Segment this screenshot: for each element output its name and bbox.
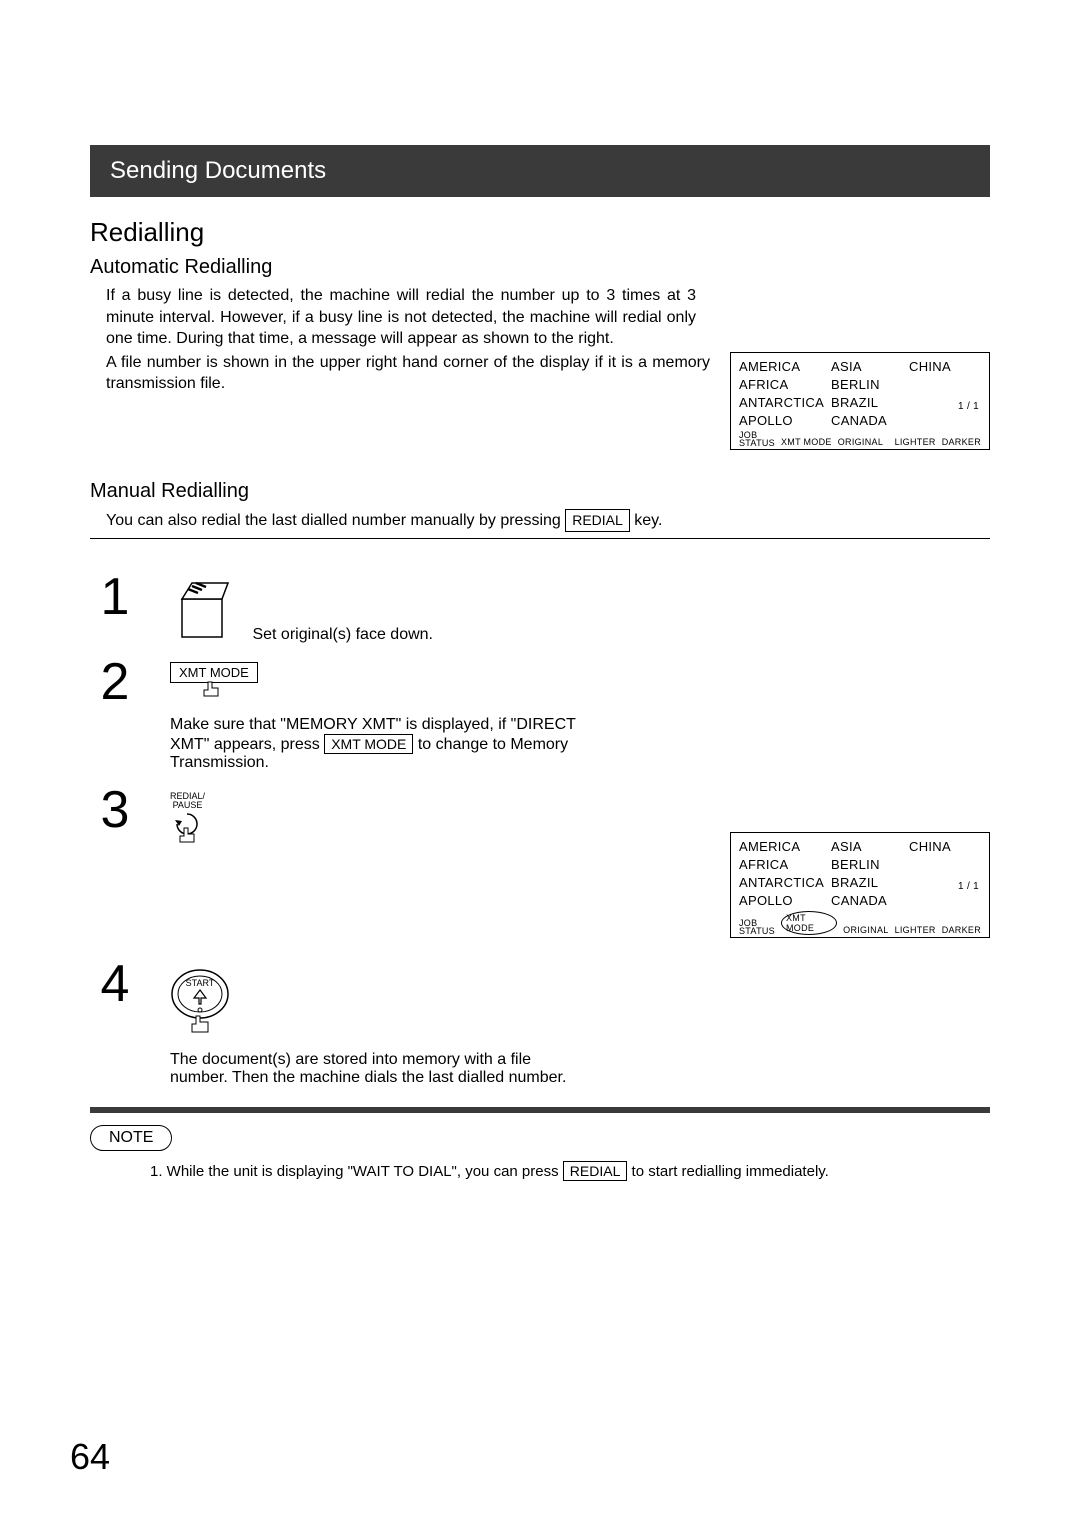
redial-pause-button-icon: REDIAL/ PAUSE: [170, 792, 205, 849]
document-face-down-icon: [170, 579, 232, 644]
header-bar: Sending Documents: [90, 145, 990, 197]
step-number: 1: [90, 571, 140, 623]
note-text: 1. While the unit is displaying "WAIT TO…: [150, 1161, 990, 1181]
auto-para2: A file number is shown in the upper righ…: [106, 352, 710, 395]
header-title: Sending Documents: [110, 157, 326, 184]
divider: [90, 538, 990, 539]
xmt-mode-circled: XMT MODE: [781, 911, 837, 935]
lcd-display-2: AMERICAASIACHINA AFRICABERLIN ANTARCTICA…: [730, 832, 990, 938]
step4-text: The document(s) are stored into memory w…: [170, 1051, 580, 1087]
step-number: 4: [90, 958, 140, 1010]
section-title: Redialling: [90, 217, 990, 248]
redial-key: REDIAL: [565, 509, 630, 532]
xmt-mode-button-icon: XMT MODE: [170, 664, 258, 702]
manual-intro: You can also redial the last dialled num…: [106, 509, 990, 532]
step2-text: Make sure that "MEMORY XMT" is displayed…: [170, 716, 610, 772]
step-3: 3 REDIAL/ PAUSE AMERICAASIACHINA AFRICAB…: [90, 784, 990, 938]
xmt-mode-key: XMT MODE: [324, 734, 413, 754]
step-number: 3: [90, 784, 140, 836]
start-button-icon: START: [170, 966, 230, 1041]
step-2: 2 XMT MODE Make sure that "MEMORY XMT" i…: [90, 656, 990, 772]
page-number: 64: [70, 1436, 110, 1478]
lcd-display-1: AMERICAASIACHINA AFRICABERLIN ANTARCTICA…: [730, 352, 990, 450]
start-label: START: [186, 978, 215, 988]
step-1: 1 Set original(s) face down.: [90, 571, 990, 644]
step-number: 2: [90, 656, 140, 708]
redial-key-note: REDIAL: [563, 1161, 628, 1181]
step-4: 4 START The document(s) are stored into …: [90, 958, 990, 1087]
manual-redial-title: Manual Redialling: [90, 480, 990, 503]
press-finger-icon: [198, 680, 228, 702]
redial-press-icon: [170, 810, 204, 844]
auto-redial-title: Automatic Redialling: [90, 256, 990, 279]
step1-text: Set original(s) face down.: [252, 626, 433, 643]
thick-divider: [90, 1107, 990, 1113]
note-pill: NOTE: [90, 1125, 172, 1151]
auto-para1: If a busy line is detected, the machine …: [106, 285, 696, 350]
